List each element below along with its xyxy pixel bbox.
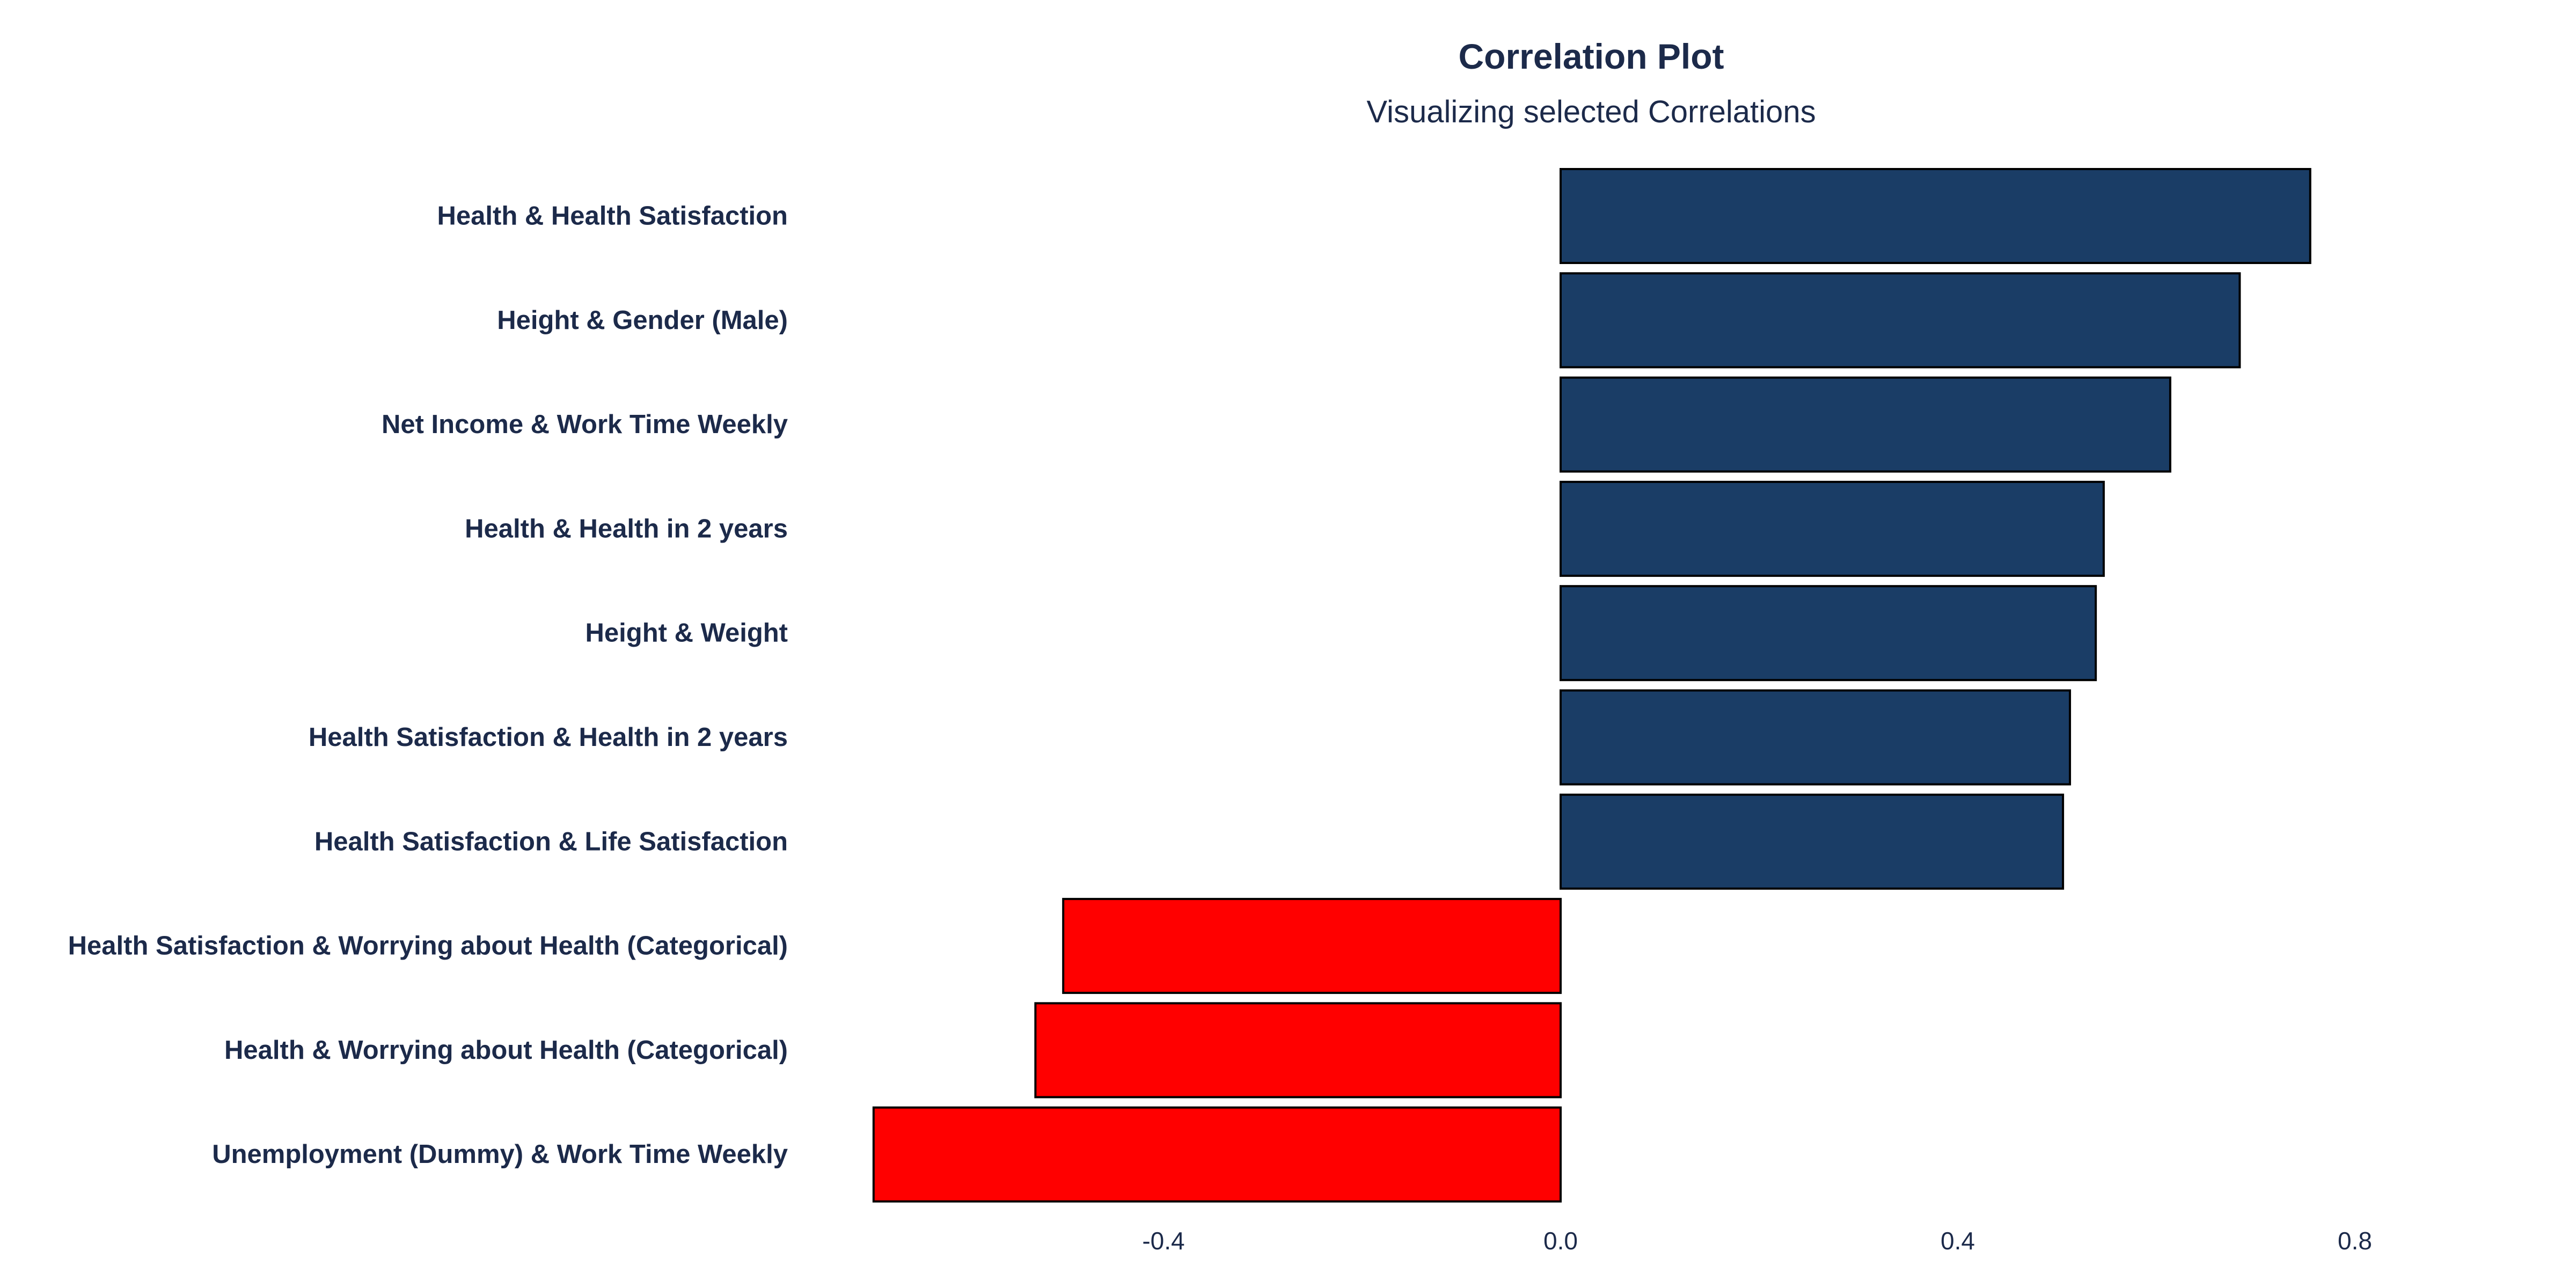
x-tick-label-2: 0.4: [1941, 1227, 1975, 1255]
category-label-5: Health Satisfaction & Health in 2 years: [309, 723, 788, 752]
bar-5: [1560, 689, 2072, 786]
bar-7: [1062, 898, 1562, 994]
category-label-3: Health & Health in 2 years: [465, 514, 788, 543]
bars-group: [872, 168, 2311, 1203]
x-axis-ticks: -0.4 0.0 0.4 0.8: [1142, 1227, 2372, 1255]
bar-1: [1560, 272, 2241, 369]
bar-3: [1560, 480, 2105, 577]
bar-6: [1560, 793, 2065, 890]
bar-9: [872, 1106, 1562, 1203]
category-label-0: Health & Health Satisfaction: [437, 202, 788, 231]
category-label-4: Height & Weight: [586, 619, 788, 648]
category-label-2: Net Income & Work Time Weekly: [382, 410, 788, 439]
chart-title: Correlation Plot: [1458, 36, 1724, 76]
bar-2: [1560, 376, 2171, 473]
x-tick-label-1: 0.0: [1543, 1227, 1578, 1255]
category-label-8: Health & Worrying about Health (Categori…: [224, 1036, 788, 1065]
category-label-7: Health Satisfaction & Worrying about Hea…: [68, 932, 788, 961]
bar-8: [1034, 1002, 1562, 1099]
category-label-9: Unemployment (Dummy) & Work Time Weekly: [212, 1140, 788, 1169]
category-labels: Health & Health Satisfaction Height & Gen…: [68, 202, 788, 1169]
chart-subtitle: Visualizing selected Correlations: [1366, 94, 1816, 129]
bar-4: [1560, 585, 2097, 682]
category-label-6: Health Satisfaction & Life Satisfaction: [314, 827, 788, 856]
x-tick-label-3: 0.8: [2338, 1227, 2372, 1255]
x-tick-label-0: -0.4: [1142, 1227, 1184, 1255]
category-label-1: Height & Gender (Male): [497, 306, 788, 335]
bar-0: [1560, 168, 2311, 264]
